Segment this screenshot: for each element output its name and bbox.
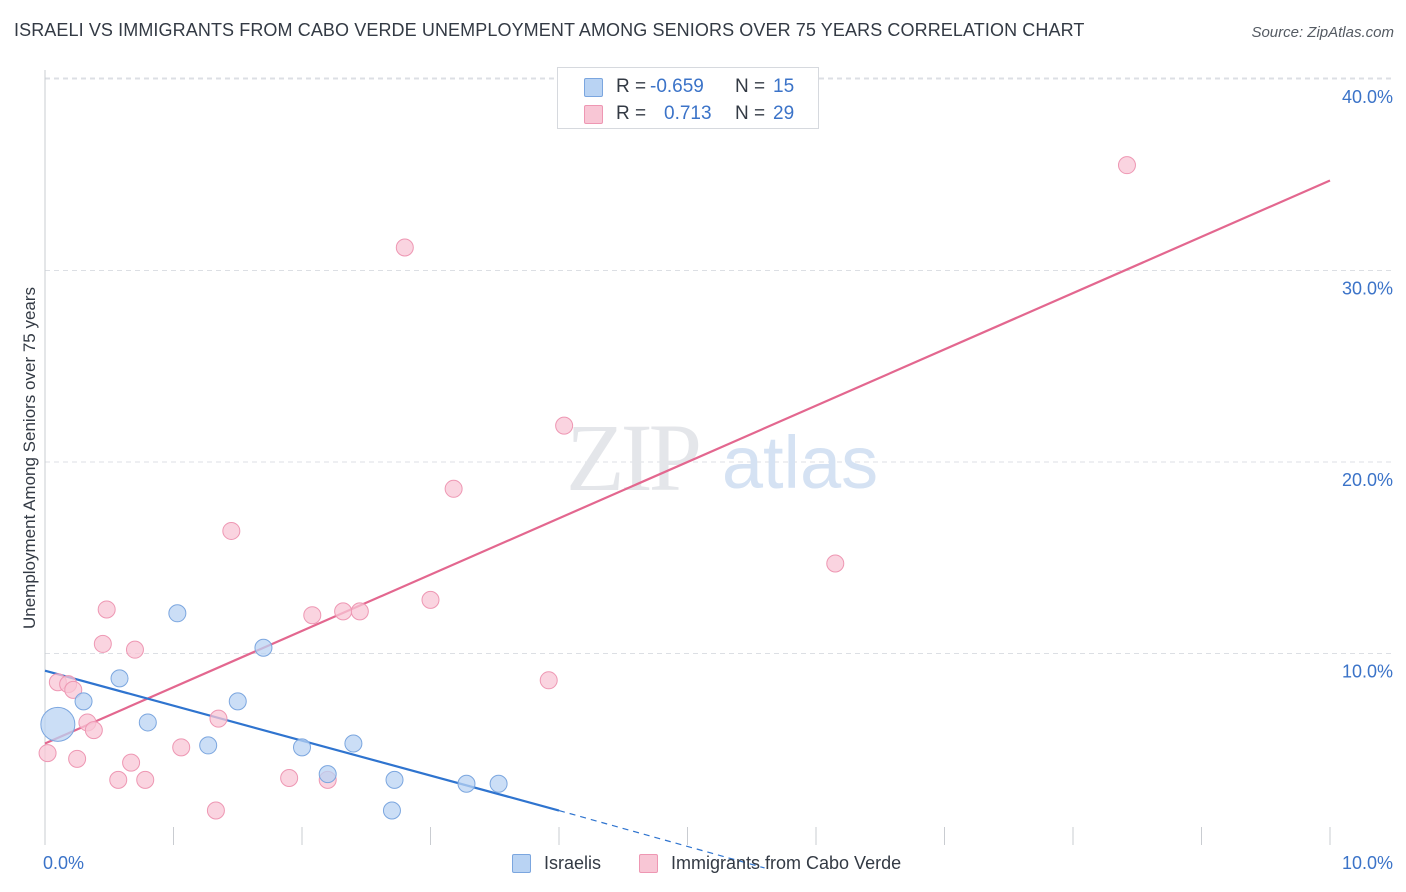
point-israelis (110, 669, 129, 688)
point-cabo-verde (303, 606, 322, 625)
point-israelis (385, 770, 404, 789)
chart-title: ISRAELI VS IMMIGRANTS FROM CABO VERDE UN… (14, 20, 1085, 40)
point-cabo-verde (206, 801, 225, 820)
point-israelis (74, 692, 93, 711)
point-cabo-verde (334, 602, 353, 621)
watermark-zip: ZIP (566, 404, 699, 511)
pink-swatch-icon (584, 105, 603, 124)
point-cabo-verde (84, 721, 103, 740)
y-tick-label: 20.0% (1342, 470, 1393, 490)
point-cabo-verde (280, 768, 299, 787)
point-israelis (138, 713, 157, 732)
blue-swatch-icon (584, 78, 603, 97)
point-cabo-verde (64, 680, 83, 699)
bottom-legend-label: Israelis (544, 853, 602, 873)
trend-layer (44, 179, 1331, 869)
watermark-atlas: atlas (722, 421, 878, 504)
point-cabo-verde (125, 640, 144, 659)
pink-swatch-icon (639, 854, 658, 873)
point-israelis (344, 734, 363, 753)
point-cabo-verde (93, 634, 112, 653)
legend-r-value-israelis: -0.659 (650, 76, 704, 97)
point-israelis (254, 638, 273, 657)
point-cabo-verde (539, 671, 558, 690)
point-israelis (199, 736, 218, 755)
point-cabo-verde (222, 521, 241, 540)
source-label: Source: ZipAtlas.com (1251, 24, 1394, 41)
legend-n-value-cabo-verde: 29 (773, 103, 795, 124)
point-cabo-verde (350, 602, 369, 621)
point-cabo-verde (555, 416, 574, 435)
point-cabo-verde (1117, 156, 1136, 175)
point-israelis (489, 774, 508, 793)
legend-r-value-cabo-verde: 0.713 (664, 103, 712, 124)
x-tick-label: 10.0% (1342, 853, 1393, 873)
point-cabo-verde (421, 590, 440, 609)
y-tick-label: 10.0% (1342, 662, 1393, 682)
legend-n-label: N = (735, 103, 766, 124)
point-israelis (40, 706, 76, 742)
grid-layer (45, 77, 1394, 654)
point-israelis (382, 801, 401, 820)
point-israelis (228, 692, 247, 711)
point-israelis (168, 604, 187, 623)
correlation-legend: R = -0.659 N = 15 R = 0.713 N = 29 (557, 67, 819, 129)
point-cabo-verde (38, 744, 57, 763)
blue-swatch-icon (512, 854, 531, 873)
point-cabo-verde (136, 770, 155, 789)
legend-r-label: R = (616, 103, 647, 124)
point-cabo-verde (444, 479, 463, 498)
trend-line-israelis-extension (558, 809, 765, 869)
bottom-legend-label: Immigrants from Cabo Verde (671, 853, 902, 873)
point-israelis (293, 738, 311, 757)
y-tick-label: 30.0% (1342, 279, 1393, 299)
legend-n-value-israelis: 15 (773, 76, 795, 97)
point-cabo-verde (68, 749, 87, 768)
point-layer (38, 156, 1136, 820)
x-tick-label: 0.0% (43, 853, 84, 873)
point-cabo-verde (122, 753, 141, 772)
legend-r-label: R = (616, 76, 647, 97)
y-tick-label: 40.0% (1342, 87, 1393, 107)
point-cabo-verde (826, 554, 845, 573)
point-israelis (457, 774, 476, 793)
point-cabo-verde (109, 770, 128, 789)
legend-n-label: N = (735, 76, 766, 97)
point-cabo-verde (209, 709, 228, 728)
y-axis-label: Unemployment Among Seniors over 75 years (20, 286, 39, 630)
point-cabo-verde (172, 738, 191, 757)
point-cabo-verde (97, 600, 116, 619)
tick-label-layer: 10.0% 20.0% 30.0% 40.0% 0.0% 10.0% (43, 87, 1393, 873)
point-cabo-verde (395, 238, 414, 257)
point-israelis (318, 765, 337, 784)
